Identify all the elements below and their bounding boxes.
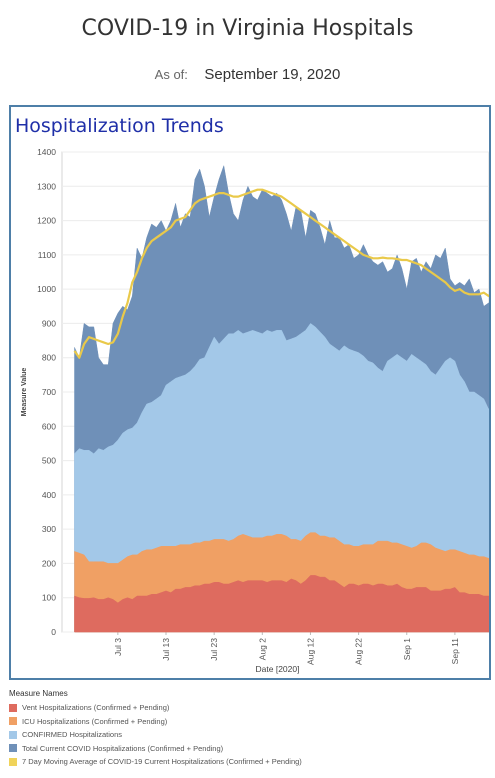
y-tick-label: 1300 (37, 181, 56, 191)
y-tick-label: 300 (42, 524, 56, 534)
hospitalization-chart[interactable]: 0 100 200 300 400 500 600 700 800 900 1000 1100 1200… (11, 107, 489, 678)
x-tick-label: Sep 11 (450, 638, 460, 665)
y-tick-label: 100 (42, 593, 56, 603)
legend-label: Vent Hospitalizations (Confirmed + Pendi… (22, 703, 170, 713)
y-tick-label: 200 (42, 558, 56, 568)
legend-item[interactable]: ICU Hospitalizations (Confirmed + Pendin… (9, 715, 489, 729)
x-tick-label: Sep 1 (402, 638, 412, 660)
y-tick-label: 1000 (37, 284, 56, 294)
legend-swatch (9, 703, 17, 712)
y-tick-label: 1100 (38, 250, 57, 260)
as-of-date: September 19, 2020 (204, 66, 341, 83)
x-tick-label: Jul 3 (113, 638, 123, 656)
legend-label: 7 Day Moving Average of COVID-19 Current… (22, 757, 302, 767)
vent-area[interactable] (74, 575, 490, 633)
y-tick-label: 800 (42, 353, 56, 363)
panel-title: Hospitalization Trends (15, 115, 224, 137)
legend-item[interactable]: Vent Hospitalizations (Confirmed + Pendi… (9, 701, 489, 715)
x-axis-title: Date [2020] (256, 664, 300, 674)
legend-swatch (9, 757, 17, 766)
legend-swatch (9, 730, 17, 739)
x-tick-label: Aug 22 (354, 638, 364, 665)
y-tick-label: 0 (51, 627, 56, 637)
legend-swatch (9, 744, 17, 753)
x-tick-label: Jul 13 (161, 638, 171, 661)
y-tick-label: 600 (42, 421, 56, 431)
y-tick-label: 900 (42, 318, 56, 328)
legend-items: Vent Hospitalizations (Confirmed + Pendi… (9, 701, 489, 769)
y-tick-label: 1400 (37, 147, 56, 157)
y-axis-title: Measure Value (21, 368, 28, 417)
hospitalization-trends-panel: Hospitalization Trends 0 100 200 300 400 500 6… (9, 105, 491, 680)
as-of-label: As of: (154, 67, 188, 82)
as-of-row: As of: September 19, 2020 (0, 66, 495, 84)
page-title: COVID-19 in Virginia Hospitals (81, 16, 414, 41)
legend-title: Measure Names (9, 689, 68, 698)
legend-item[interactable]: Total Current COVID Hospitalizations (Co… (9, 742, 489, 756)
legend-label: CONFIRMED Hospitalizations (22, 730, 123, 740)
legend-swatch (9, 717, 17, 726)
y-tick-label: 400 (42, 490, 56, 500)
moving-average-line[interactable] (73, 188, 490, 359)
y-tick-label: 1200 (37, 216, 56, 226)
y-tick-label: 500 (42, 456, 56, 466)
x-tick-label: Aug 12 (305, 638, 315, 665)
y-tick-label: 700 (42, 387, 56, 397)
x-tick-label: Jul 23 (209, 638, 219, 661)
legend-label: Total Current COVID Hospitalizations (Co… (22, 743, 224, 753)
legend-item[interactable]: CONFIRMED Hospitalizations (9, 728, 489, 742)
legend-label: ICU Hospitalizations (Confirmed + Pendin… (22, 716, 168, 726)
legend: Measure Names Vent Hospitalizations (Con… (9, 689, 489, 769)
x-tick-label: Aug 2 (257, 638, 267, 660)
legend-item[interactable]: 7 Day Moving Average of COVID-19 Current… (9, 755, 489, 769)
